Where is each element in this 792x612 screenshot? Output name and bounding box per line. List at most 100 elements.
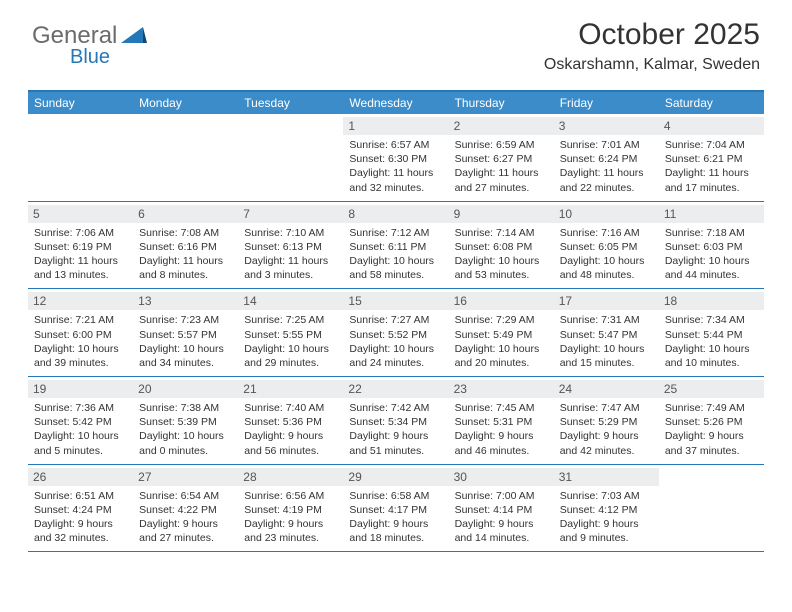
daylight2-text: and 29 minutes. [244, 356, 337, 370]
calendar-cell: 21Sunrise: 7:40 AMSunset: 5:36 PMDayligh… [238, 377, 343, 464]
calendar-cell: 9Sunrise: 7:14 AMSunset: 6:08 PMDaylight… [449, 202, 554, 289]
sunset-text: Sunset: 6:24 PM [560, 152, 653, 166]
day-header-sat: Saturday [659, 92, 764, 114]
week-row: 5Sunrise: 7:06 AMSunset: 6:19 PMDaylight… [28, 202, 764, 290]
calendar-cell: 25Sunrise: 7:49 AMSunset: 5:26 PMDayligh… [659, 377, 764, 464]
day-number: 4 [659, 117, 764, 135]
day-header-tue: Tuesday [238, 92, 343, 114]
daylight1-text: Daylight: 11 hours [455, 166, 548, 180]
daylight1-text: Daylight: 9 hours [455, 429, 548, 443]
calendar-cell: 29Sunrise: 6:58 AMSunset: 4:17 PMDayligh… [343, 465, 448, 552]
daylight1-text: Daylight: 10 hours [139, 429, 232, 443]
day-number: 19 [28, 380, 133, 398]
sunset-text: Sunset: 4:12 PM [560, 503, 653, 517]
daylight2-text: and 32 minutes. [349, 181, 442, 195]
day-number: 9 [449, 205, 554, 223]
daylight2-text: and 39 minutes. [34, 356, 127, 370]
daylight2-text: and 22 minutes. [560, 181, 653, 195]
daylight1-text: Daylight: 10 hours [349, 342, 442, 356]
day-number: 5 [28, 205, 133, 223]
sunset-text: Sunset: 5:57 PM [139, 328, 232, 342]
daylight2-text: and 51 minutes. [349, 444, 442, 458]
day-number: 25 [659, 380, 764, 398]
sunrise-text: Sunrise: 6:56 AM [244, 489, 337, 503]
sunrise-text: Sunrise: 7:49 AM [665, 401, 758, 415]
day-header-fri: Friday [554, 92, 659, 114]
sunrise-text: Sunrise: 7:27 AM [349, 313, 442, 327]
daylight2-text: and 15 minutes. [560, 356, 653, 370]
calendar-cell: 23Sunrise: 7:45 AMSunset: 5:31 PMDayligh… [449, 377, 554, 464]
sunset-text: Sunset: 6:03 PM [665, 240, 758, 254]
week-row: 19Sunrise: 7:36 AMSunset: 5:42 PMDayligh… [28, 377, 764, 465]
calendar-cell: 12Sunrise: 7:21 AMSunset: 6:00 PMDayligh… [28, 289, 133, 376]
daylight2-text: and 44 minutes. [665, 268, 758, 282]
calendar-cell [28, 114, 133, 201]
daylight2-text: and 9 minutes. [560, 531, 653, 545]
day-number: 3 [554, 117, 659, 135]
sunrise-text: Sunrise: 7:08 AM [139, 226, 232, 240]
day-header-thu: Thursday [449, 92, 554, 114]
daylight2-text: and 27 minutes. [139, 531, 232, 545]
sunset-text: Sunset: 4:14 PM [455, 503, 548, 517]
sunset-text: Sunset: 5:52 PM [349, 328, 442, 342]
daylight1-text: Daylight: 10 hours [665, 254, 758, 268]
calendar-cell: 26Sunrise: 6:51 AMSunset: 4:24 PMDayligh… [28, 465, 133, 552]
daylight2-text: and 8 minutes. [139, 268, 232, 282]
daylight1-text: Daylight: 9 hours [349, 429, 442, 443]
daylight1-text: Daylight: 10 hours [455, 254, 548, 268]
daylight1-text: Daylight: 10 hours [665, 342, 758, 356]
daylight1-text: Daylight: 11 hours [560, 166, 653, 180]
sunset-text: Sunset: 6:21 PM [665, 152, 758, 166]
day-number: 18 [659, 292, 764, 310]
day-number: 15 [343, 292, 448, 310]
sunrise-text: Sunrise: 7:36 AM [34, 401, 127, 415]
daylight1-text: Daylight: 9 hours [455, 517, 548, 531]
daylight1-text: Daylight: 9 hours [560, 517, 653, 531]
sunset-text: Sunset: 4:19 PM [244, 503, 337, 517]
calendar-cell: 1Sunrise: 6:57 AMSunset: 6:30 PMDaylight… [343, 114, 448, 201]
calendar-cell [238, 114, 343, 201]
day-number: 17 [554, 292, 659, 310]
daylight2-text: and 10 minutes. [665, 356, 758, 370]
daylight1-text: Daylight: 9 hours [349, 517, 442, 531]
day-number: 10 [554, 205, 659, 223]
sunrise-text: Sunrise: 6:59 AM [455, 138, 548, 152]
daylight2-text: and 58 minutes. [349, 268, 442, 282]
logo: General Blue [32, 22, 147, 50]
daylight2-text: and 48 minutes. [560, 268, 653, 282]
calendar-cell: 14Sunrise: 7:25 AMSunset: 5:55 PMDayligh… [238, 289, 343, 376]
day-number: 28 [238, 468, 343, 486]
daylight2-text: and 42 minutes. [560, 444, 653, 458]
daylight1-text: Daylight: 10 hours [244, 342, 337, 356]
calendar-cell: 18Sunrise: 7:34 AMSunset: 5:44 PMDayligh… [659, 289, 764, 376]
daylight2-text: and 18 minutes. [349, 531, 442, 545]
day-header-mon: Monday [133, 92, 238, 114]
daylight2-text: and 34 minutes. [139, 356, 232, 370]
calendar-cell: 17Sunrise: 7:31 AMSunset: 5:47 PMDayligh… [554, 289, 659, 376]
daylight1-text: Daylight: 11 hours [139, 254, 232, 268]
sunrise-text: Sunrise: 7:03 AM [560, 489, 653, 503]
daylight2-text: and 3 minutes. [244, 268, 337, 282]
sunset-text: Sunset: 4:24 PM [34, 503, 127, 517]
daylight1-text: Daylight: 11 hours [34, 254, 127, 268]
sunset-text: Sunset: 6:19 PM [34, 240, 127, 254]
daylight2-text: and 20 minutes. [455, 356, 548, 370]
calendar-cell: 16Sunrise: 7:29 AMSunset: 5:49 PMDayligh… [449, 289, 554, 376]
daylight1-text: Daylight: 10 hours [560, 342, 653, 356]
sunrise-text: Sunrise: 7:12 AM [349, 226, 442, 240]
calendar-cell: 4 Sunrise: 7:04 AMSunset: 6:21 PMDaylight… [659, 114, 764, 201]
sunset-text: Sunset: 5:44 PM [665, 328, 758, 342]
sunrise-text: Sunrise: 7:04 AM [665, 138, 758, 152]
sunrise-text: Sunrise: 6:57 AM [349, 138, 442, 152]
weeks-container: 1Sunrise: 6:57 AMSunset: 6:30 PMDaylight… [28, 114, 764, 552]
calendar-cell: 27Sunrise: 6:54 AMSunset: 4:22 PMDayligh… [133, 465, 238, 552]
daylight2-text: and 13 minutes. [34, 268, 127, 282]
daylight1-text: Daylight: 11 hours [665, 166, 758, 180]
day-number: 11 [659, 205, 764, 223]
sunrise-text: Sunrise: 7:25 AM [244, 313, 337, 327]
sunset-text: Sunset: 5:29 PM [560, 415, 653, 429]
daylight2-text: and 24 minutes. [349, 356, 442, 370]
location-subtitle: Oskarshamn, Kalmar, Sweden [32, 56, 760, 74]
sunrise-text: Sunrise: 7:18 AM [665, 226, 758, 240]
day-number: 24 [554, 380, 659, 398]
